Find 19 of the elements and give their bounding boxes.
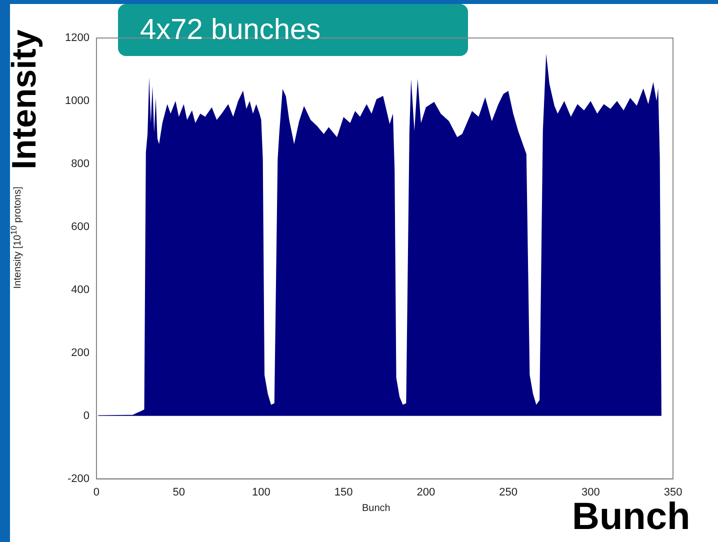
x-tick-label: 150 bbox=[334, 486, 353, 498]
y-tick-label: 1200 bbox=[64, 32, 90, 44]
text: Intensity bbox=[5, 30, 44, 170]
y-tick-label: 0 bbox=[83, 410, 90, 422]
x-tick-label: 100 bbox=[252, 486, 270, 498]
y-tick-label: 200 bbox=[71, 346, 90, 359]
x-tick-label: 300 bbox=[581, 486, 600, 498]
x-tick-label: 0 bbox=[93, 486, 100, 498]
y-tick-label: -200 bbox=[67, 472, 90, 485]
y-tick-label: 800 bbox=[71, 158, 90, 170]
y-tick-label: 600 bbox=[71, 220, 90, 233]
x-tick-label: 250 bbox=[499, 486, 518, 498]
x-tick-label: 350 bbox=[664, 486, 682, 498]
x-axis-title: Bunch bbox=[362, 503, 390, 514]
y-tick-label: 1000 bbox=[64, 95, 90, 108]
text: Bunch bbox=[572, 496, 690, 539]
y-tick-label: 400 bbox=[71, 284, 90, 296]
x-tick-label: 200 bbox=[416, 486, 436, 498]
x-tick-label: 50 bbox=[172, 486, 185, 498]
